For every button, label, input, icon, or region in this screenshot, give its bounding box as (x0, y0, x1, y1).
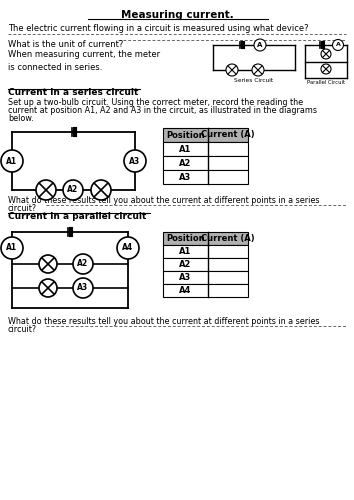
Text: Position: Position (166, 130, 205, 140)
Circle shape (332, 40, 343, 50)
FancyBboxPatch shape (163, 258, 248, 271)
Text: A3: A3 (78, 284, 88, 292)
Text: When measuring current, the meter
is connected in series.: When measuring current, the meter is con… (8, 50, 160, 72)
Text: A: A (257, 42, 263, 48)
FancyBboxPatch shape (163, 245, 248, 258)
Text: A1: A1 (6, 156, 18, 166)
Circle shape (124, 150, 146, 172)
FancyBboxPatch shape (163, 170, 248, 184)
FancyBboxPatch shape (163, 271, 248, 284)
Circle shape (91, 180, 111, 200)
Circle shape (252, 64, 264, 76)
Text: A3: A3 (130, 156, 141, 166)
Text: A4: A4 (122, 244, 133, 252)
Text: Current in a series circuit: Current in a series circuit (8, 88, 138, 97)
Text: A4: A4 (179, 286, 192, 295)
Text: Current (A): Current (A) (201, 130, 255, 140)
Text: circuit?: circuit? (8, 325, 37, 334)
Circle shape (226, 64, 238, 76)
Text: A2: A2 (179, 158, 192, 168)
Text: Current in a parallel circuit: Current in a parallel circuit (8, 212, 146, 221)
Text: A3: A3 (179, 172, 192, 182)
Text: A1: A1 (179, 144, 192, 154)
Circle shape (254, 39, 266, 51)
Text: A2: A2 (68, 186, 79, 194)
Text: A3: A3 (179, 273, 192, 282)
Text: What do these results tell you about the current at different points in a series: What do these results tell you about the… (8, 317, 320, 326)
Text: A1: A1 (179, 247, 192, 256)
Text: What do these results tell you about the current at different points in a series: What do these results tell you about the… (8, 196, 320, 205)
Circle shape (73, 278, 93, 298)
Text: current at position A1, A2 and A3 in the circuit, as illustrated in the diagrams: current at position A1, A2 and A3 in the… (8, 106, 317, 115)
FancyBboxPatch shape (163, 232, 248, 245)
Circle shape (39, 279, 57, 297)
Text: Measuring current.: Measuring current. (121, 10, 233, 20)
Text: A1: A1 (6, 244, 18, 252)
Text: The electric current flowing in a circuit is measured using what device?: The electric current flowing in a circui… (8, 24, 309, 33)
Text: A2: A2 (78, 260, 88, 268)
Circle shape (1, 237, 23, 259)
Text: circuit?: circuit? (8, 204, 37, 213)
Text: Series Circuit: Series Circuit (234, 78, 274, 83)
Text: Parallel Circuit: Parallel Circuit (307, 80, 345, 85)
Text: Position: Position (166, 234, 205, 243)
FancyBboxPatch shape (163, 128, 248, 142)
Circle shape (1, 150, 23, 172)
Circle shape (321, 64, 331, 74)
Text: Current (A): Current (A) (201, 234, 255, 243)
FancyBboxPatch shape (163, 284, 248, 297)
Text: What is the unit of current?: What is the unit of current? (8, 40, 124, 49)
Circle shape (36, 180, 56, 200)
Circle shape (73, 254, 93, 274)
Text: below.: below. (8, 114, 34, 123)
Text: A2: A2 (179, 260, 192, 269)
FancyBboxPatch shape (163, 142, 248, 156)
Circle shape (117, 237, 139, 259)
Text: A: A (336, 42, 341, 48)
Circle shape (63, 180, 83, 200)
FancyBboxPatch shape (163, 156, 248, 170)
Circle shape (321, 49, 331, 59)
Circle shape (39, 255, 57, 273)
Text: Set up a two-bulb circuit. Using the correct meter, record the reading the: Set up a two-bulb circuit. Using the cor… (8, 98, 303, 107)
